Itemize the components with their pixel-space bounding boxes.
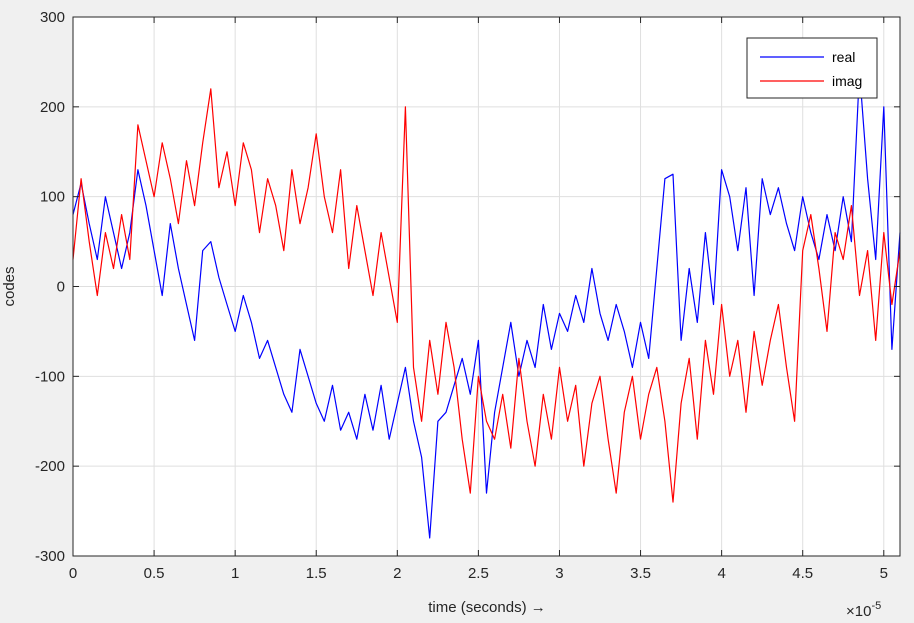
x-tick-label: 1 — [231, 565, 239, 582]
tick-labels: 0 0.5 1 1.5 2 2.5 3 3.5 4 4.5 5 -300 -200 -100 0 100 200… — [35, 9, 888, 582]
legend-box — [746, 37, 878, 99]
legend-label-real: real — [832, 49, 855, 65]
legend: real imag — [746, 37, 878, 99]
y-tick-label: -200 — [35, 458, 65, 475]
x-tick-label: 1.5 — [306, 565, 327, 582]
x-tick-label: 4.5 — [792, 565, 813, 582]
y-tick-label: -100 — [35, 368, 65, 385]
y-tick-label: -300 — [35, 548, 65, 565]
y-tick-label: 0 — [57, 279, 65, 296]
grid-lines — [72, 16, 900, 557]
x-tick-label: 3 — [555, 565, 563, 582]
y-tick-label: 300 — [40, 9, 65, 26]
legend-label-imag: imag — [832, 73, 862, 89]
x-tick-label: 3.5 — [630, 565, 651, 582]
x-axis-multiplier: ×10-5 — [846, 600, 881, 620]
x-tick-label: 2.5 — [468, 565, 489, 582]
x-tick-label: 2 — [393, 565, 401, 582]
series-line-real — [72, 70, 901, 539]
x-tick-label: 0.5 — [144, 565, 165, 582]
x-multiplier-exponent: -5 — [871, 600, 881, 612]
series-layer — [72, 70, 901, 539]
x-tick-label: 5 — [880, 565, 888, 582]
x-axis-label: time (seconds) → — [428, 599, 546, 616]
x-tick-label: 4 — [717, 565, 725, 582]
x-tick-label: 0 — [69, 565, 77, 582]
y-tick-label: 200 — [40, 99, 65, 116]
y-tick-label: 100 — [40, 189, 65, 206]
x-multiplier-base: ×10 — [846, 603, 871, 620]
axis-ticks — [72, 16, 900, 557]
series-line-imag — [72, 88, 901, 503]
y-axis-label: codes — [1, 266, 18, 306]
